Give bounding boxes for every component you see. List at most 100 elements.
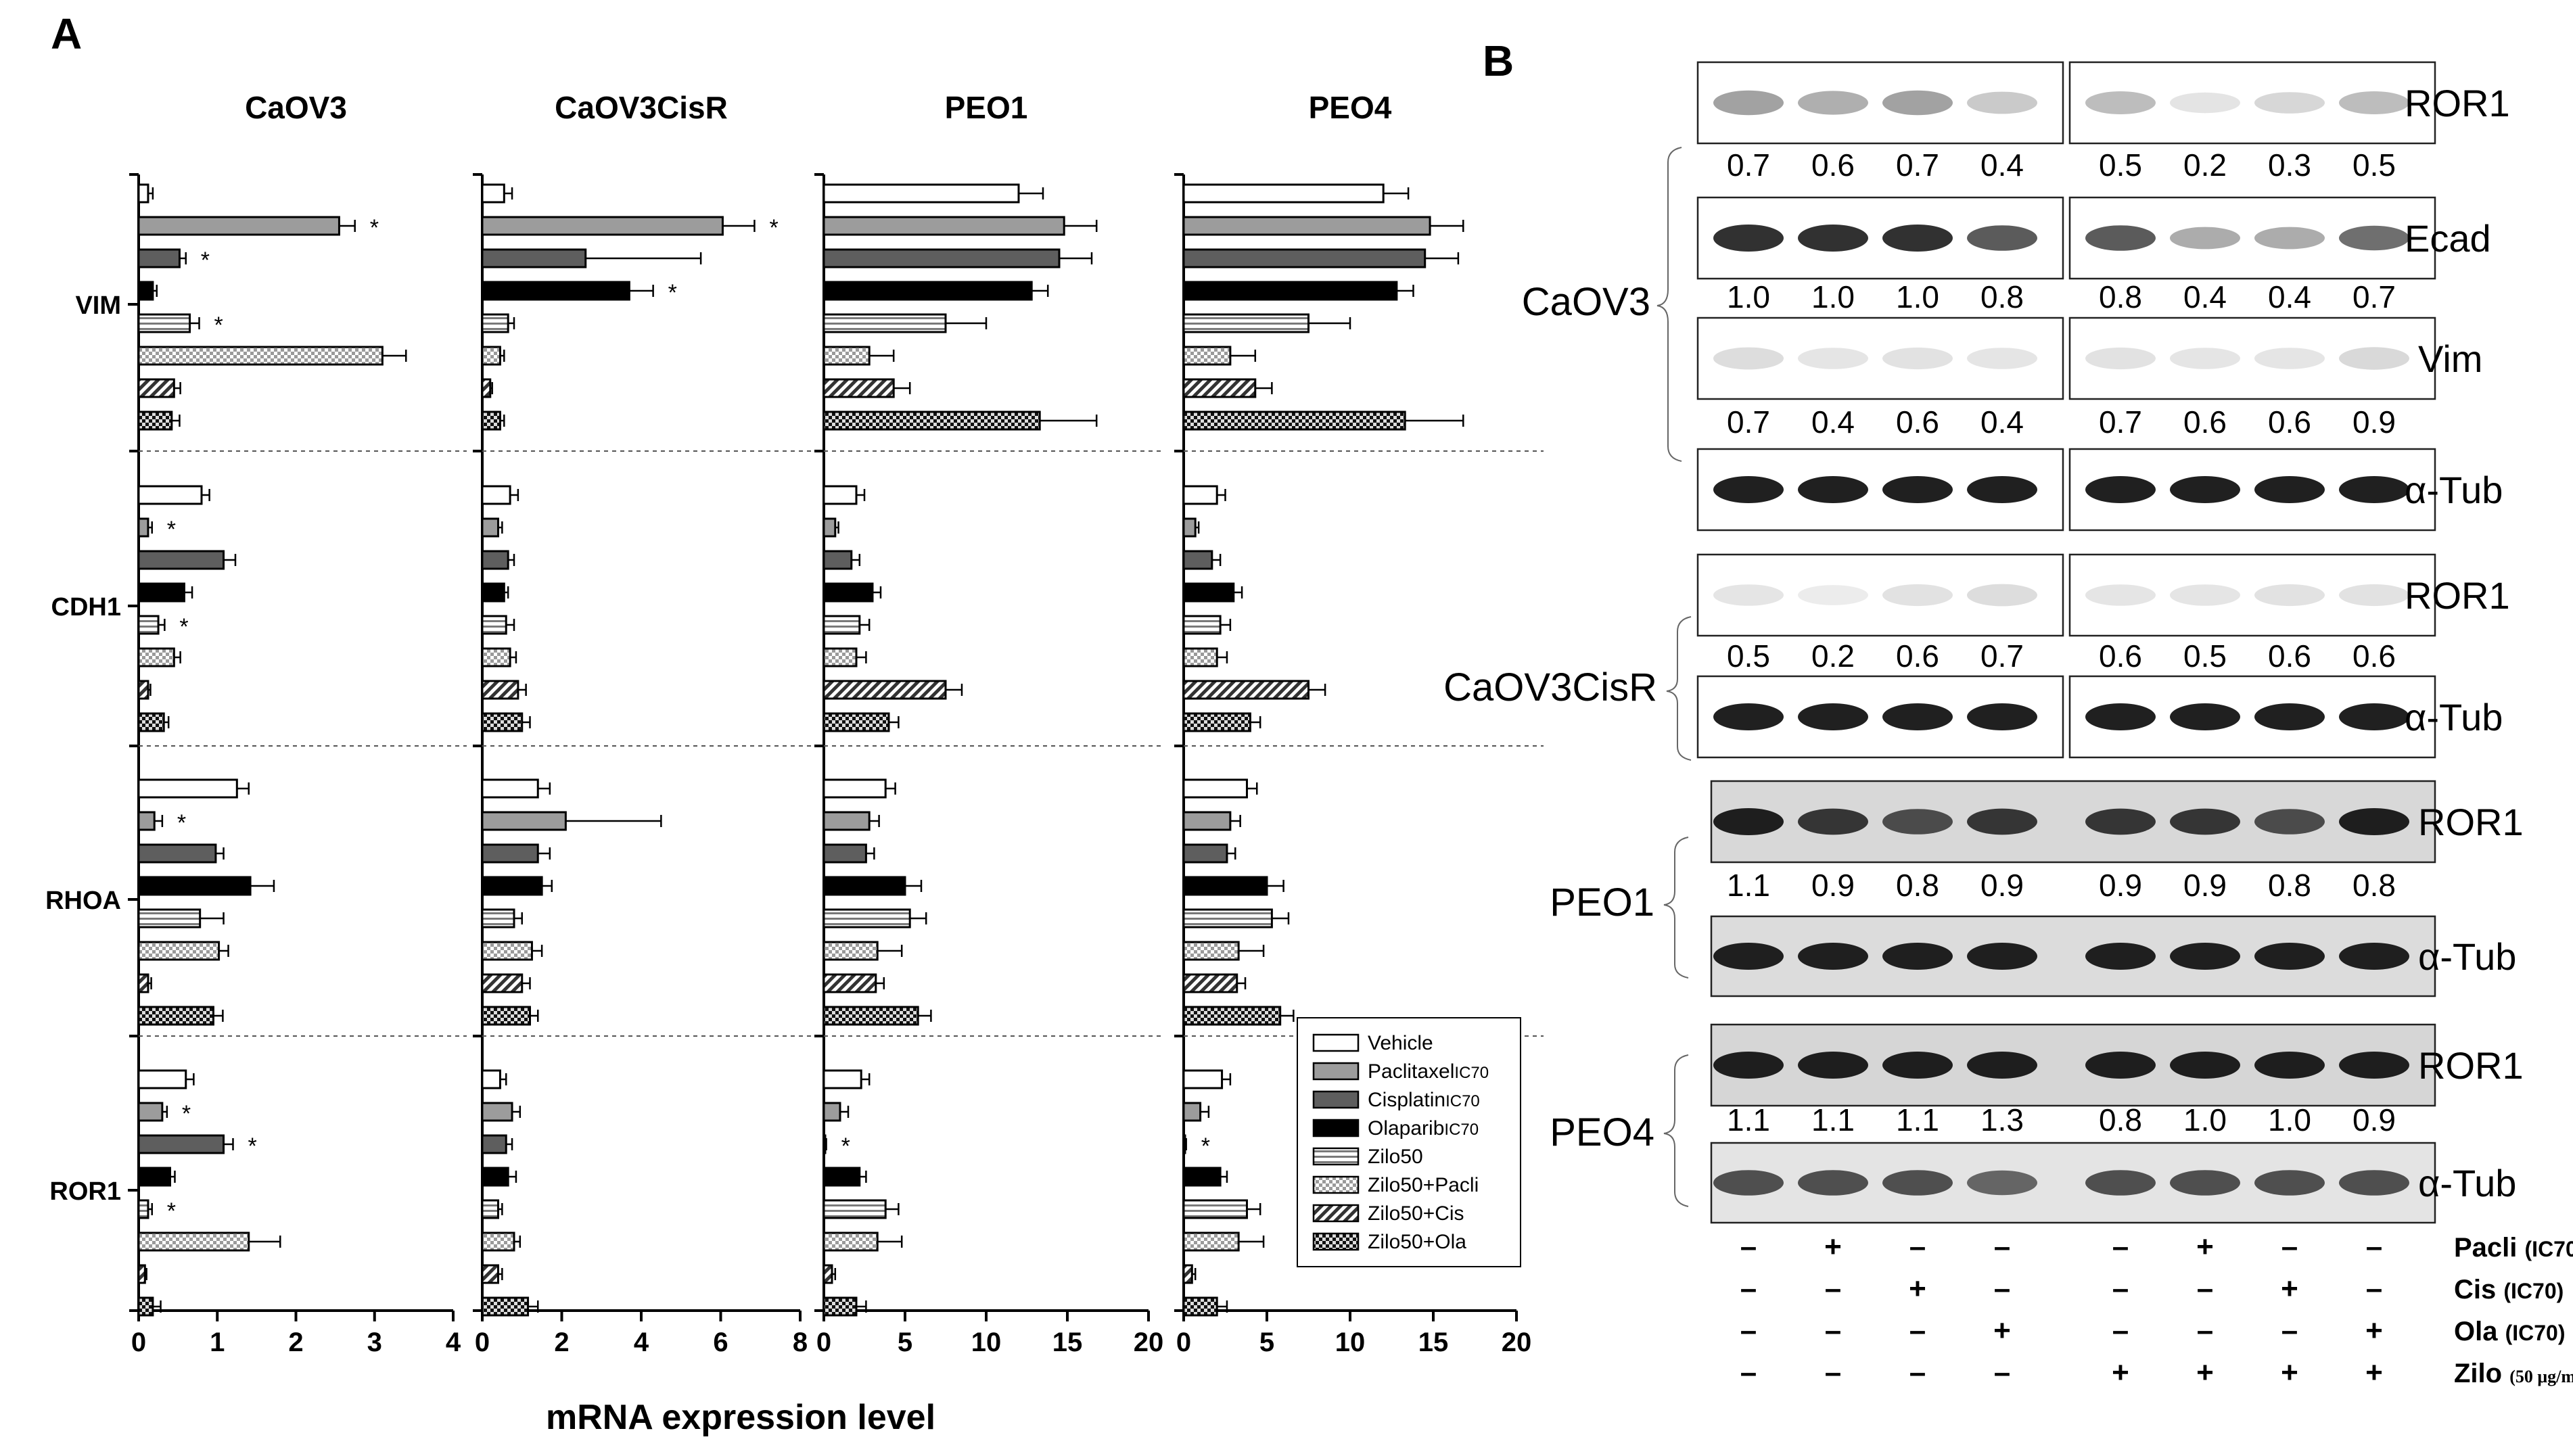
treatment-sign: – [2281,1314,2298,1347]
bar-rhoa-7 [822,1006,919,1026]
cell-line-labels: CaOV3 CaOV3CisR PEO1 PEO4 [1443,147,1692,1207]
x-tick-label: 8 [793,1328,808,1357]
band [2085,91,2156,114]
band-quant-value: 0.6 [2352,638,2396,674]
band-quant-value: 0.9 [1980,868,2024,903]
chart-title: CaOV3CisR [555,90,728,125]
band [1967,91,2037,114]
bar-cdh1-5 [137,647,175,667]
bar-cdh1-3 [481,582,505,603]
bar-cdh1-0 [481,485,511,505]
bar-cdh1-2 [822,550,853,570]
band-quant-value: 0.2 [1811,638,1855,674]
bar-rhoa-2 [481,843,539,864]
x-tick-label: 4 [446,1328,461,1357]
x-axis-title: mRNA expression level [546,1398,935,1437]
x-tick-label: 0 [475,1328,490,1357]
x-tick-label: 1 [210,1328,225,1357]
x-tick-label: 5 [898,1328,912,1357]
band [2170,703,2240,730]
band-quant-value: 0.9 [2352,1102,2396,1137]
legend-subscript: IC70 [1445,1092,1480,1110]
x-tick-label: 0 [1176,1328,1191,1357]
band [2170,1052,2240,1079]
bar-ror1-7 [137,1296,154,1317]
band [1967,943,2037,970]
band [2339,703,2409,730]
band [2085,584,2156,606]
bar-ror1-1 [1182,1102,1202,1122]
bar-cdh1-1 [1182,517,1197,538]
significance-star: * [167,517,176,542]
treatment-sign: – [2366,1272,2382,1305]
significance-star: * [248,1133,257,1159]
band-quant-value: 0.8 [2352,868,2396,903]
bar-ror1-0 [137,1069,187,1089]
blot-caov3-vim: Vim 0.7 0.4 0.6 0.4 0.7 0.6 0.6 0.9 [1696,316,2482,440]
bar-rhoa-6 [1182,973,1238,993]
treatment-sign: – [2112,1314,2129,1347]
band [1798,585,1868,605]
bar-vim-4 [137,313,191,333]
bar-cdh1-7 [1182,712,1251,732]
band [1882,943,1953,970]
significance-star: * [769,215,778,241]
legend-subscript: IC70 [1454,1064,1489,1082]
treatment-sign: – [2281,1230,2298,1263]
band [1798,1052,1868,1079]
band [2254,1052,2325,1079]
band [1798,91,1868,115]
band [1798,808,1868,835]
bar-ror1-5 [137,1231,250,1252]
blot-target-label: ROR1 [2405,574,2510,617]
bar-vim-2 [1182,248,1427,268]
legend-items: Vehicle PaclitaxelIC70 CisplatinIC70 Olapar… [1312,1032,1489,1253]
band-quant-value: 1.1 [1896,1102,1939,1137]
band-quant-value: 0.7 [1980,638,2024,674]
bar-ror1-0 [822,1069,862,1089]
band-quant-value: 0.7 [1727,147,1770,183]
treatment-sign: – [1740,1356,1757,1389]
band [2339,1170,2409,1196]
band [1967,1170,2037,1196]
treatment-sign: – [1825,1272,1841,1305]
bar-vim-5 [137,346,384,366]
bracket-caov3cisr [1666,616,1692,761]
chart-peo4: PEO4 0 5 10 15 20 * [1174,90,1544,1357]
band-quant-value: 0.6 [2099,638,2142,674]
treatment-unit: (50 μg/mL) [2509,1367,2573,1386]
bar-rhoa-4 [137,908,202,929]
x-tick-label: 0 [131,1328,146,1357]
band [1798,348,1868,369]
band [2339,584,2409,607]
x-tick-label: 10 [1335,1328,1366,1357]
band-quant-value: 0.8 [2099,279,2142,314]
bar-vim-3 [481,281,630,301]
band-quant-value: 1.0 [2183,1102,2227,1137]
bar-vim-2 [822,248,1061,268]
bar-cdh1-5 [822,647,858,667]
cell-line-peo4: PEO4 [1550,1110,1654,1154]
bar-cdh1-3 [822,582,874,603]
blot-caov3cisr-alpha-tub: α-Tub [1696,675,2503,759]
bar-vim-6 [822,378,895,398]
band [1798,476,1868,503]
bar-vim-2 [137,248,181,268]
gene-label-rhoa: RHOA [45,887,121,915]
band [2254,1170,2325,1196]
significance-star: * [167,1198,176,1224]
bar-vim-0 [822,183,1020,204]
band-quant-value: 0.4 [1980,147,2024,183]
treatment-sign: + [1993,1314,2011,1347]
bar-rhoa-6 [822,973,877,993]
treatment-sign: – [1740,1230,1757,1263]
band-quant-value: 0.6 [1896,638,1939,674]
band [2085,1052,2156,1079]
bar-rhoa-0 [1182,778,1248,799]
cell-line-caov3: CaOV3 [1522,280,1650,324]
legend-swatch [1312,1147,1360,1166]
band [1967,348,2037,369]
bar-rhoa-5 [822,941,879,961]
treatment-sign: + [2365,1356,2383,1389]
blot-target-label: α-Tub [2418,935,2516,978]
